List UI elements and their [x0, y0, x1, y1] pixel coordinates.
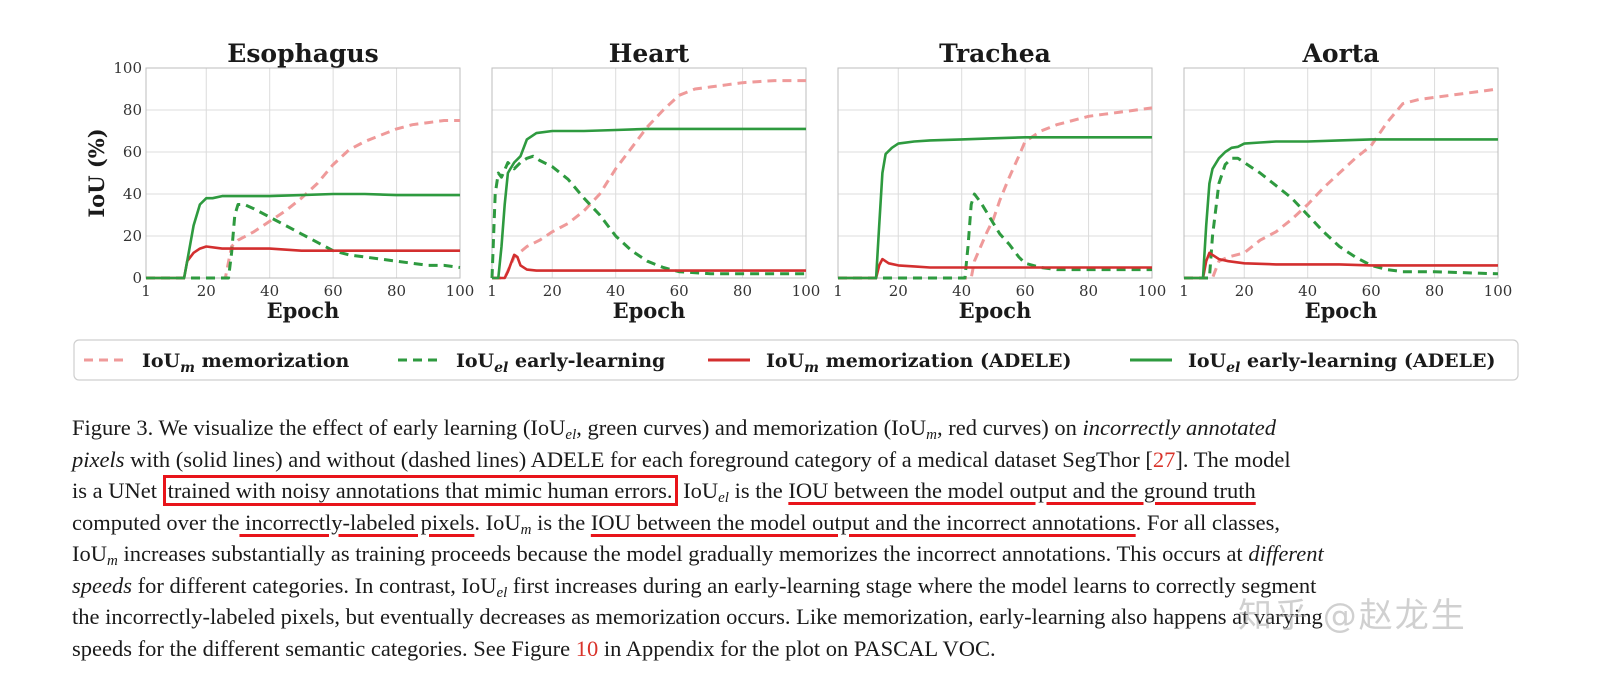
chart-panel: 1 20 40 60 80 100 Aorta Epoch — [1179, 39, 1512, 323]
chart-title: Aorta — [1302, 39, 1380, 68]
x-tick-label: 100 — [446, 282, 475, 300]
x-tick-label: 1 — [141, 282, 151, 300]
x-tick-label: 60 — [1362, 282, 1381, 300]
x-axis-label: Epoch — [959, 298, 1032, 323]
y-tick-label: 100 — [113, 59, 142, 77]
caption-line-6: speeds for different categories. In cont… — [72, 572, 1317, 601]
watermark: 知乎 @赵龙生 — [1238, 596, 1467, 636]
series-line — [492, 79, 806, 280]
x-tick-label: 20 — [543, 282, 562, 300]
x-tick-label: 20 — [197, 282, 216, 300]
y-tick-label: 60 — [123, 143, 142, 161]
series-line — [492, 253, 806, 280]
x-tick-label: 100 — [1138, 282, 1167, 300]
x-tick-label: 100 — [1484, 282, 1513, 300]
plot-frame — [837, 67, 1153, 279]
x-tick-label: 80 — [387, 282, 406, 300]
plot-frame — [145, 67, 461, 279]
y-tick-label: 80 — [123, 101, 142, 119]
series-line — [146, 245, 460, 280]
chart-panel: 1 20 40 60 80 100 0 20 40 60 80 100 Esophagus Epoch Io… — [84, 39, 474, 323]
chart-title: Heart — [609, 39, 690, 68]
legend-entry: IoUm memorization — [142, 350, 350, 376]
highlight-underline: IOU between the model output and the inc… — [590, 509, 1136, 535]
x-axis-label: Epoch — [1305, 298, 1378, 323]
series-line — [838, 106, 1153, 280]
caption-line-8: speeds for the different semantic catego… — [72, 635, 996, 661]
series-line — [146, 203, 461, 280]
series-line — [838, 257, 1152, 280]
figure-link[interactable]: 10 — [575, 635, 599, 661]
plot-frame — [491, 67, 807, 279]
x-tick-label: 1 — [833, 282, 843, 300]
caption-line-7: the incorrectly-labeled pixels, but even… — [72, 604, 1323, 629]
legend-frame — [73, 339, 1519, 381]
highlight-underline: IOU between the model output and the gro… — [788, 478, 1256, 503]
legend-entry: IoUm memorization (ADELE) — [766, 350, 1072, 376]
x-tick-label: 1 — [487, 282, 497, 300]
chart-title: Trachea — [939, 39, 1051, 68]
x-axis-label: Epoch — [267, 298, 340, 323]
series-line — [492, 127, 806, 280]
caption-line-5: IoUm increases substantially as training… — [72, 541, 1324, 569]
x-tick-label: 60 — [1016, 282, 1035, 300]
series-line — [838, 192, 1152, 280]
caption-line-4: computed over the incorrectly-labeled pi… — [72, 509, 1281, 538]
series-line — [838, 136, 1152, 280]
y-tick-label: 0 — [132, 269, 142, 287]
y-axis-label: IoU (%) — [84, 128, 109, 217]
legend-entry: IoUel early-learning (ADELE) — [1188, 350, 1495, 376]
chart-panels: 1 20 40 60 80 100 0 20 40 60 80 100 Esophagus Epoch Io… — [84, 39, 1512, 323]
caption-line-2: pixels with (solid lines) and without (d… — [72, 446, 1291, 472]
x-tick-label: 1 — [1179, 282, 1189, 300]
caption-line-1: Figure 3. We visualize the effect of ear… — [72, 415, 1277, 443]
x-tick-label: 40 — [606, 282, 625, 300]
series-line — [490, 154, 806, 279]
figure-caption: Figure 3. We visualize the effect of ear… — [72, 412, 1532, 664]
x-tick-label: 80 — [733, 282, 752, 300]
x-tick-label: 80 — [1425, 282, 1444, 300]
series-line — [1184, 251, 1498, 280]
x-tick-label: 100 — [792, 282, 821, 300]
x-tick-label: 60 — [324, 282, 343, 300]
x-tick-label: 40 — [1298, 282, 1317, 300]
caption-line-3: is a UNet trained with noisy annotations… — [72, 475, 1532, 507]
x-axis-label: Epoch — [613, 298, 686, 323]
x-tick-label: 20 — [1235, 282, 1254, 300]
x-tick-label: 60 — [670, 282, 689, 300]
x-tick-label: 40 — [260, 282, 279, 300]
citation-link[interactable]: 27 — [1152, 446, 1176, 472]
x-tick-label: 40 — [952, 282, 971, 300]
plot-frame — [1183, 67, 1499, 279]
series-line — [1184, 87, 1499, 280]
series-line — [1184, 156, 1499, 280]
highlight-box: trained with noisy annotations that mimi… — [162, 475, 678, 506]
highlight-underline: incorrectly-labeled pixels — [239, 509, 475, 535]
y-tick-label: 40 — [123, 185, 142, 203]
chart-panel: 1 20 40 60 80 100 Trachea Epoch — [833, 39, 1166, 323]
legend-entry: IoUel early-learning — [456, 350, 665, 376]
y-tick-label: 20 — [123, 227, 142, 245]
chart-title: Esophagus — [227, 39, 378, 68]
figure-charts: 1 20 40 60 80 100 0 20 40 60 80 100 Esophagus Epoch Io… — [73, 39, 1519, 381]
x-tick-label: 80 — [1079, 282, 1098, 300]
series-line — [146, 192, 460, 280]
chart-panel: 1 20 40 60 80 100 Heart Epoch — [487, 39, 820, 323]
series-line — [146, 119, 460, 280]
x-tick-label: 20 — [889, 282, 908, 300]
series-line — [1184, 138, 1498, 280]
chart-legend: IoUm memorization IoUel early-learning IoU… — [73, 339, 1519, 381]
